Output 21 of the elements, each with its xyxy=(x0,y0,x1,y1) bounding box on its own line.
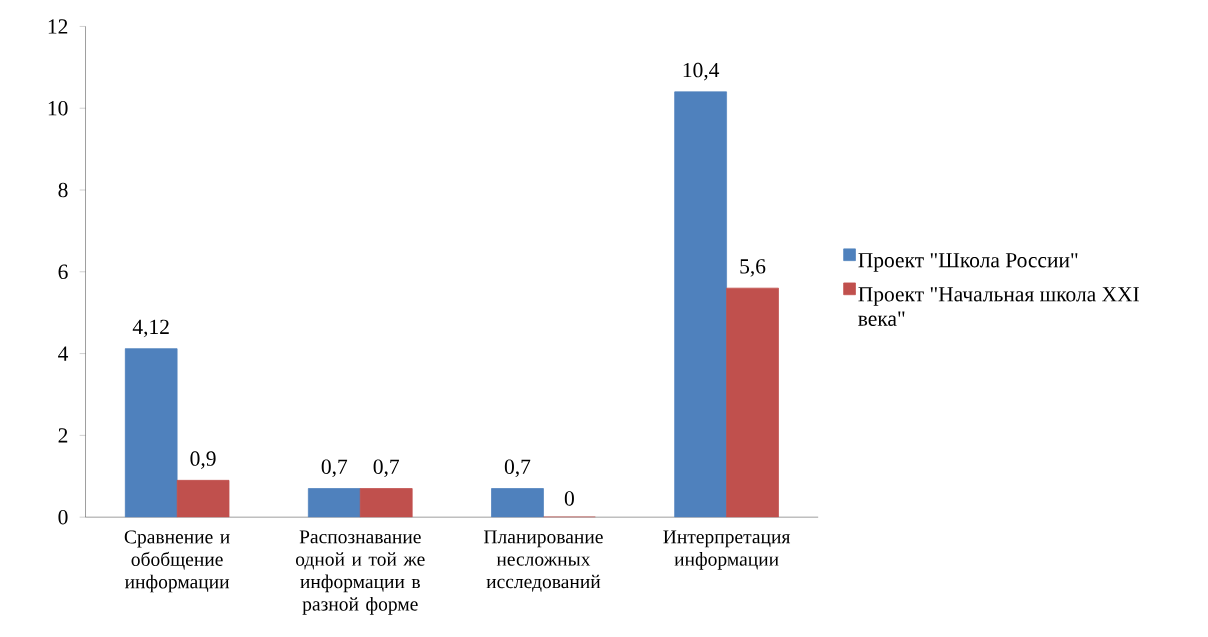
y-tick-label: 4 xyxy=(58,346,69,361)
data-label: 4,12 xyxy=(132,319,169,338)
data-label: 5,6 xyxy=(740,259,766,277)
y-tick-label: 12 xyxy=(48,19,68,34)
data-label: 0 xyxy=(564,491,574,506)
x-tick-label: Распознавание одной и той же информации в разной форме xyxy=(295,530,425,615)
legend-label: Проект "Начальная школа XXI века" xyxy=(858,287,1139,327)
legend-label: Проект "Школа России" xyxy=(858,253,1078,272)
data-label: 0,9 xyxy=(190,451,216,470)
x-tick-label: Интерпретация информации xyxy=(663,530,791,570)
data-label: 0,7 xyxy=(504,459,531,478)
data-label: 0,7 xyxy=(373,459,400,478)
y-tick-label: 8 xyxy=(58,182,68,198)
data-label: 0,7 xyxy=(321,459,348,478)
x-tick-label: Планирование несложных исследований xyxy=(483,530,603,593)
y-tick-label: 6 xyxy=(58,264,68,280)
x-tick-label: Сравнение и обобщение информации xyxy=(124,530,230,593)
y-tick-label: 0 xyxy=(58,510,68,525)
y-tick-label: 10 xyxy=(48,101,68,116)
data-label: 10,4 xyxy=(683,62,720,81)
y-tick-label: 2 xyxy=(58,428,68,443)
